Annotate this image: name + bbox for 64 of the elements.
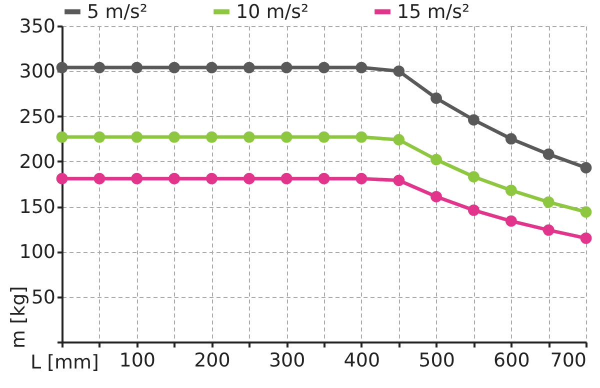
- y-tick-label: 250: [19, 106, 56, 128]
- point: [131, 172, 143, 184]
- point: [356, 62, 368, 74]
- point: [168, 172, 180, 184]
- point: [505, 215, 517, 227]
- point: [542, 224, 554, 236]
- point: [580, 162, 592, 174]
- x-tick-label: 500: [418, 350, 455, 372]
- y-tick-label: 100: [19, 241, 56, 264]
- point: [580, 206, 592, 218]
- point: [243, 131, 255, 143]
- point: [393, 174, 405, 186]
- legend-label: 5 m/s²: [87, 0, 148, 23]
- point: [542, 196, 554, 208]
- point: [56, 172, 68, 184]
- point: [430, 154, 442, 166]
- x-tick-label: 600: [494, 350, 530, 372]
- point: [206, 131, 218, 143]
- point: [356, 131, 368, 143]
- x-tick-label: 400: [344, 350, 380, 372]
- y-tick-label: 50: [31, 286, 56, 308]
- x-tick-label: 300: [268, 350, 306, 372]
- point: [468, 114, 480, 126]
- point: [580, 232, 592, 244]
- y-tick-label: 200: [19, 150, 56, 173]
- point: [430, 92, 442, 104]
- point: [505, 184, 517, 196]
- point: [280, 62, 292, 74]
- point: [168, 62, 180, 74]
- point: [94, 172, 106, 184]
- point: [243, 62, 255, 74]
- point: [56, 131, 68, 143]
- point: [94, 131, 106, 143]
- point: [393, 65, 405, 77]
- point: [468, 204, 480, 216]
- point: [280, 172, 292, 184]
- point: [318, 62, 330, 74]
- x-tick-label: 200: [194, 350, 230, 372]
- point: [280, 131, 292, 143]
- point: [468, 171, 480, 182]
- point: [206, 172, 218, 184]
- y-tick-label: 300: [19, 60, 56, 83]
- legend-label: 10 m/s²: [236, 0, 309, 23]
- point: [505, 133, 517, 145]
- point: [318, 131, 330, 143]
- y-axis-title: m [kg]: [8, 286, 30, 348]
- point: [206, 62, 218, 74]
- point: [542, 148, 554, 160]
- point: [356, 172, 368, 184]
- point: [318, 172, 330, 184]
- point: [393, 134, 405, 146]
- point: [131, 62, 143, 74]
- point: [94, 62, 106, 74]
- point: [168, 131, 180, 143]
- x-axis-title: L [mm]: [30, 352, 99, 374]
- point: [131, 131, 143, 143]
- point: [56, 62, 68, 74]
- x-tick-label: 100: [119, 350, 156, 372]
- point: [243, 172, 255, 184]
- legend-label: 15 m/s²: [397, 0, 470, 23]
- point: [430, 190, 442, 202]
- x-tick-label: 700: [550, 350, 586, 372]
- y-tick-label: 150: [19, 196, 56, 218]
- y-tick-label: 350: [19, 16, 56, 38]
